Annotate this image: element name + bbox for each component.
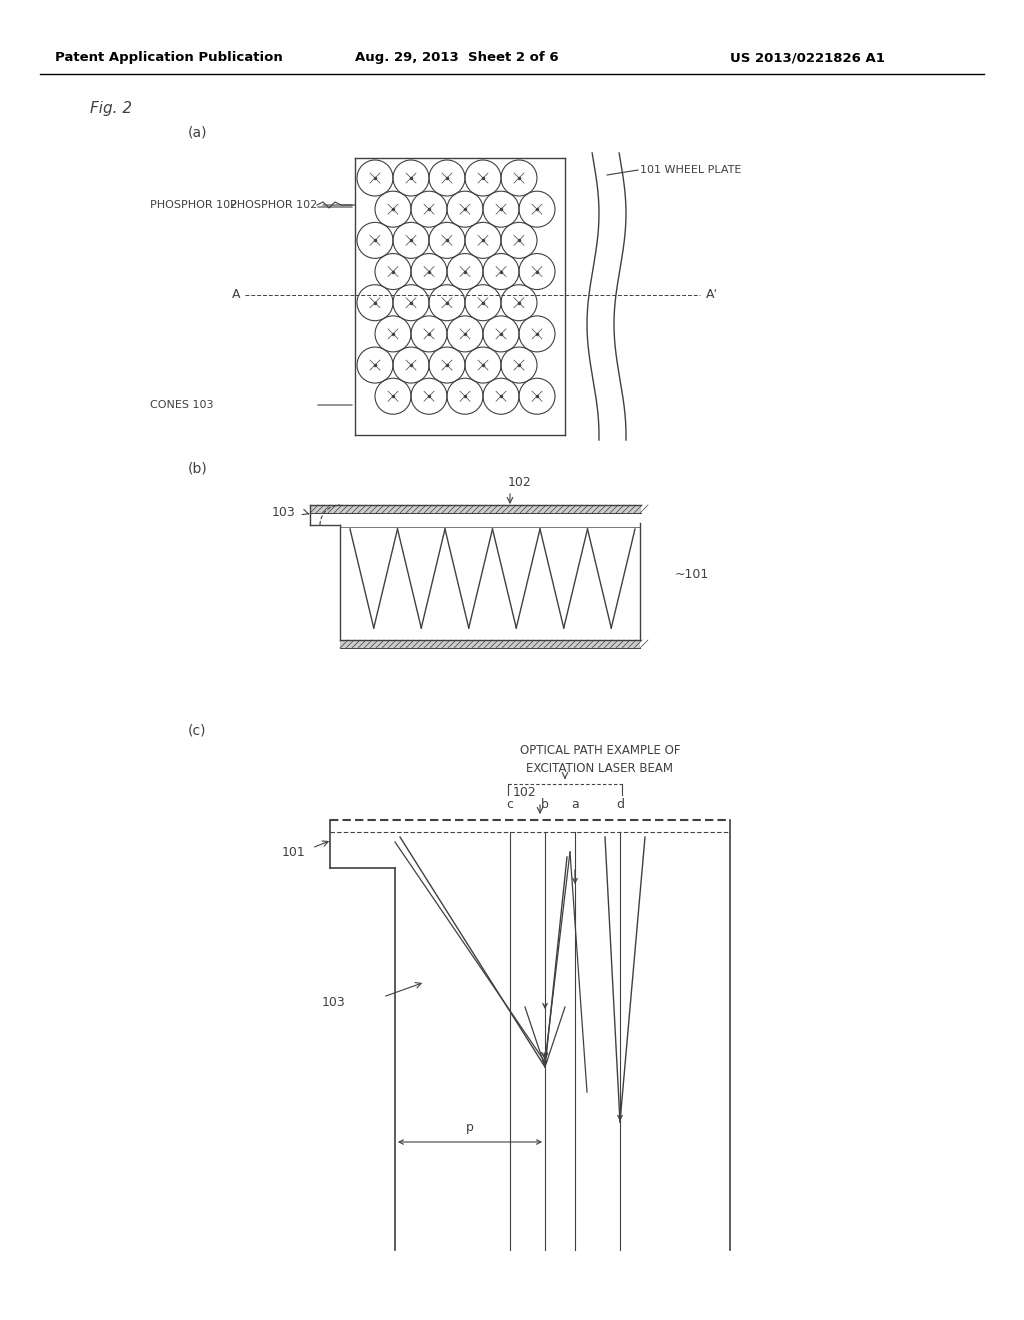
Text: (c): (c) <box>188 723 207 737</box>
Text: 101: 101 <box>282 846 305 858</box>
Text: p: p <box>466 1122 474 1134</box>
Text: OPTICAL PATH EXAMPLE OF: OPTICAL PATH EXAMPLE OF <box>520 743 680 756</box>
Text: a: a <box>571 799 579 812</box>
Text: 102: 102 <box>513 785 537 799</box>
Text: b: b <box>541 799 549 812</box>
Text: 103: 103 <box>271 507 295 520</box>
Text: A': A' <box>706 289 718 301</box>
Text: 102: 102 <box>508 477 531 490</box>
Bar <box>340 640 640 648</box>
Text: US 2013/0221826 A1: US 2013/0221826 A1 <box>730 51 885 65</box>
Text: A: A <box>231 289 240 301</box>
Text: 101 WHEEL PLATE: 101 WHEEL PLATE <box>640 165 741 176</box>
Text: 103: 103 <box>322 995 345 1008</box>
Text: (b): (b) <box>188 461 208 475</box>
Bar <box>310 506 641 513</box>
Text: Fig. 2: Fig. 2 <box>90 100 132 116</box>
Text: PHOSPHOR 102: PHOSPHOR 102 <box>150 201 238 210</box>
Text: Patent Application Publication: Patent Application Publication <box>55 51 283 65</box>
Text: c: c <box>507 799 513 812</box>
Text: ~101: ~101 <box>675 569 710 582</box>
Text: PHOSPHOR 102: PHOSPHOR 102 <box>230 201 352 210</box>
Text: Aug. 29, 2013  Sheet 2 of 6: Aug. 29, 2013 Sheet 2 of 6 <box>355 51 559 65</box>
Text: d: d <box>616 799 624 812</box>
Text: CONES 103: CONES 103 <box>150 400 213 411</box>
Text: EXCITATION LASER BEAM: EXCITATION LASER BEAM <box>526 762 674 775</box>
Text: (a): (a) <box>188 125 208 139</box>
